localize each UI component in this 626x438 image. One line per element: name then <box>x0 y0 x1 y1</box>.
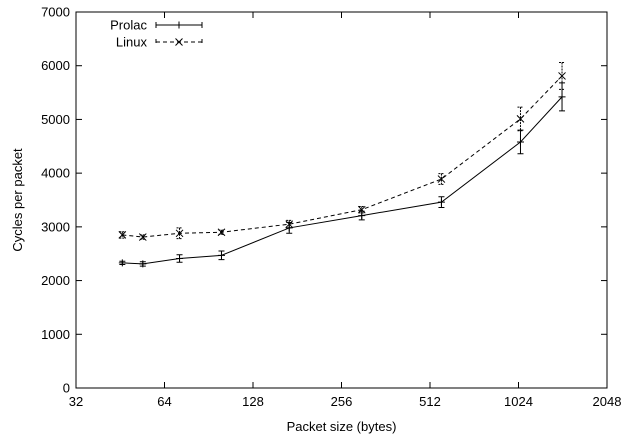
data-point-linux <box>138 233 147 241</box>
y-tick-label: 7000 <box>41 5 70 20</box>
error-bar-linux <box>438 173 445 185</box>
series-line-linux <box>122 75 563 238</box>
legend-marker-linux <box>175 38 183 46</box>
plot-frame <box>75 11 608 389</box>
series-prolac <box>118 82 566 268</box>
error-bar-linux <box>517 106 524 132</box>
x-axis: 32 64 128 256 512 1024 2048 <box>69 12 622 409</box>
legend-label-prolac: Prolac <box>110 18 147 33</box>
x-axis-label: Packet size (bytes) <box>287 419 397 434</box>
data-point-linux <box>285 220 294 229</box>
legend-marker-prolac <box>175 21 183 29</box>
x-tick-label: 128 <box>242 394 264 409</box>
data-point-prolac <box>516 138 524 146</box>
data-point-linux <box>217 228 226 237</box>
data-point-linux <box>175 229 184 238</box>
x-tick-label: 64 <box>157 394 171 409</box>
y-tick-label: 2000 <box>41 273 70 288</box>
data-point-linux <box>516 115 525 123</box>
legend: Prolac Linux <box>110 18 203 50</box>
series-line-prolac <box>122 96 563 265</box>
data-point-prolac <box>358 212 366 220</box>
series-layer <box>118 61 566 268</box>
data-point-prolac <box>558 93 566 101</box>
x-tick-label: 32 <box>69 394 83 409</box>
y-tick-label: 1000 <box>41 327 70 342</box>
x-tick-label: 256 <box>331 394 353 409</box>
y-tick-label: 5000 <box>41 112 70 127</box>
y-tick-label: 4000 <box>41 166 70 181</box>
data-point-prolac <box>217 251 225 259</box>
y-axis-label: Cycles per packet <box>10 148 25 252</box>
series-linux <box>118 61 566 241</box>
x-tick-label: 1024 <box>504 394 533 409</box>
data-point-prolac <box>176 255 184 263</box>
data-point-linux <box>357 205 366 214</box>
legend-label-linux: Linux <box>116 35 148 50</box>
x-tick-label: 512 <box>419 394 441 409</box>
data-point-prolac <box>118 259 126 267</box>
error-bar-linux <box>176 227 183 240</box>
data-point-linux <box>118 231 127 239</box>
y-tick-label: 3000 <box>41 219 70 234</box>
data-point-linux <box>437 175 446 183</box>
y-tick-label: 0 <box>63 381 70 396</box>
data-point-prolac <box>139 260 147 268</box>
y-axis: 0 1000 2000 3000 4000 5000 6000 7000 <box>41 5 607 396</box>
y-tick-label: 6000 <box>41 58 70 73</box>
x-tick-label: 2048 <box>593 394 622 409</box>
data-point-prolac <box>437 198 445 206</box>
data-point-linux <box>558 72 566 80</box>
